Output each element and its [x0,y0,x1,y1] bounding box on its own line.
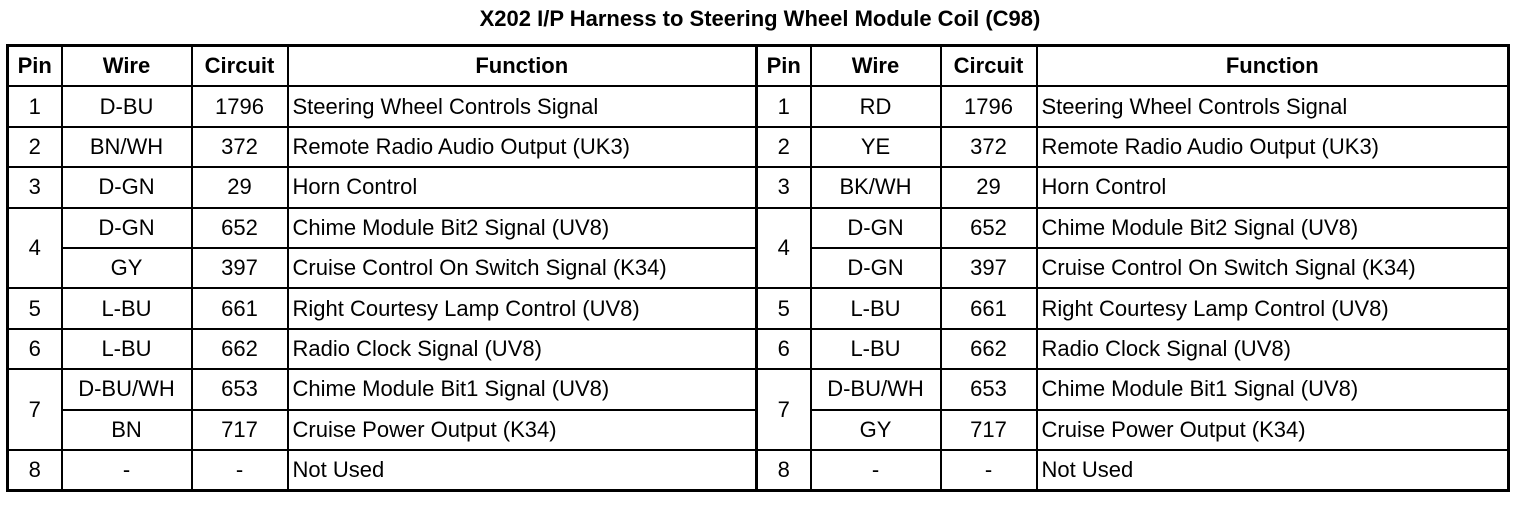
pin-cell: 6 [6,327,63,371]
wire-cell: L-BU [60,287,193,330]
function-cell: Remote Radio Audio Output (UK3) [286,125,758,169]
pin-cell: 5 [6,287,63,330]
pin-cell: 1 [755,85,812,128]
circuit-cell: 717 [939,408,1038,451]
table-row: 7 D-BU/WH 653 Chime Module Bit1 Signal (UV8… [6,368,1510,451]
circuit-cell: 662 [190,327,289,371]
wire-cell: D-GN [809,206,942,249]
header-function: Function [1035,44,1510,88]
header-pin: Pin [755,44,812,88]
wire-cell: D-GN [809,246,942,290]
circuit-cell: 1796 [190,85,289,128]
circuit-cell: 653 [190,368,289,411]
table-row: 8- - Not Used 8- - Not Used [6,448,1510,492]
wire-cell: BN/WH [60,125,193,169]
pin-cell: 7 [6,368,63,451]
circuit-cell: - [190,448,289,492]
wire-cell: BN [60,408,193,451]
wire-cell: - [60,448,193,492]
function-cell: Radio Clock Signal (UV8) [286,327,758,371]
function-cell: Cruise Power Output (K34) [286,408,758,451]
function-cell: Cruise Control On Switch Signal (K34) [286,246,758,290]
function-cell: Chime Module Bit2 Signal (UV8) [1035,206,1510,249]
wire-cell: D-BU [60,85,193,128]
header-wire: Wire [60,44,193,88]
circuit-cell: 653 [939,368,1038,411]
pin-cell: 6 [755,327,812,371]
wire-cell: RD [809,85,942,128]
circuit-cell: 372 [190,125,289,169]
function-cell: Chime Module Bit1 Signal (UV8) [286,368,758,411]
wire-cell: GY [60,246,193,290]
pin-cell: 2 [755,125,812,169]
wire-cell: YE [809,125,942,169]
function-cell: Not Used [1035,448,1510,492]
circuit-cell: 652 [190,206,289,249]
circuit-cell: 662 [939,327,1038,371]
table-row: 5 L-BU 661 Right Courtesy Lamp Control (UV8… [6,287,1510,330]
wire-cell: GY [809,408,942,451]
pin-cell: 7 [755,368,812,451]
header-pin: Pin [6,44,63,88]
wire-cell: L-BU [809,287,942,330]
circuit-cell: 652 [939,206,1038,249]
circuit-cell: 717 [190,408,289,451]
wire-cell: - [809,448,942,492]
wire-cell: D-GN [60,206,193,249]
pin-cell: 3 [6,166,63,209]
circuit-cell: 1796 [939,85,1038,128]
pin-cell: 5 [755,287,812,330]
table-row: BN 717 Cruise Power Output (K34) GY 717 Cruis… [8,408,1510,451]
pin-cell: 8 [755,448,812,492]
circuit-cell: - [939,448,1038,492]
function-cell: Cruise Control On Switch Signal (K34) [1035,246,1510,290]
pin-cell: 2 [6,125,63,169]
header-row: Pin Wire Circuit Function Pin Wire Circu… [6,44,1510,88]
wire-cell: BK/WH [809,166,942,209]
function-cell: Not Used [286,448,758,492]
function-cell: Cruise Power Output (K34) [1035,408,1510,451]
circuit-cell: 29 [939,166,1038,209]
table-body: 1 D-BU 1796 Steering Wheel Controls Signal 1… [6,85,1510,492]
function-cell: Right Courtesy Lamp Control (UV8) [1035,287,1510,330]
header-circuit: Circuit [939,44,1038,88]
table-row: 1 D-BU 1796 Steering Wheel Controls Signal 1… [6,85,1510,128]
function-cell: Horn Control [286,166,758,209]
header-circuit: Circuit [190,44,289,88]
function-cell: Steering Wheel Controls Signal [1035,85,1510,128]
wire-cell: L-BU [60,327,193,371]
function-cell: Horn Control [1035,166,1510,209]
table-title: X202 I/P Harness to Steering Wheel Modul… [479,6,1041,31]
table-row: 6 L-BU 662 Radio Clock Signal (UV8) 6 L-BU 662… [6,327,1510,371]
function-cell: Right Courtesy Lamp Control (UV8) [286,287,758,330]
pin-cell: 1 [6,85,63,128]
pin-cell: 3 [755,166,812,209]
circuit-cell: 372 [939,125,1038,169]
header-wire: Wire [809,44,942,88]
circuit-cell: 661 [939,287,1038,330]
table-row: GY 397 Cruise Control On Switch Signal (K3… [8,246,1510,290]
wire-cell: D-BU/WH [60,368,193,411]
circuit-cell: 397 [190,246,289,290]
table-row: 2 BN/WH 372 Remote Radio Audio Output (UK3)… [6,125,1510,169]
function-cell: Chime Module Bit2 Signal (UV8) [286,206,758,249]
function-cell: Remote Radio Audio Output (UK3) [1035,125,1510,169]
connector-table: Pin Wire Circuit Function Pin Wire Circu… [6,44,1510,493]
circuit-cell: 661 [190,287,289,330]
wire-cell: D-BU/WH [809,368,942,411]
header-function: Function [286,44,758,88]
pin-cell: 8 [6,448,63,492]
circuit-cell: 29 [190,166,289,209]
function-cell: Radio Clock Signal (UV8) [1035,327,1510,371]
function-cell: Steering Wheel Controls Signal [286,85,758,128]
pin-cell: 4 [6,206,63,290]
circuit-cell: 397 [939,246,1038,290]
table-row: 3 D-GN 29 Horn Control 3 BK/WH 29 Horn Control [6,166,1510,209]
wire-cell: D-GN [60,166,193,209]
wire-cell: L-BU [809,327,942,371]
pin-cell: 4 [755,206,812,290]
table-row: 4 D-GN 652 Chime Module Bit2 Signal (UV8) 4 D… [6,206,1510,290]
function-cell: Chime Module Bit1 Signal (UV8) [1035,368,1510,411]
